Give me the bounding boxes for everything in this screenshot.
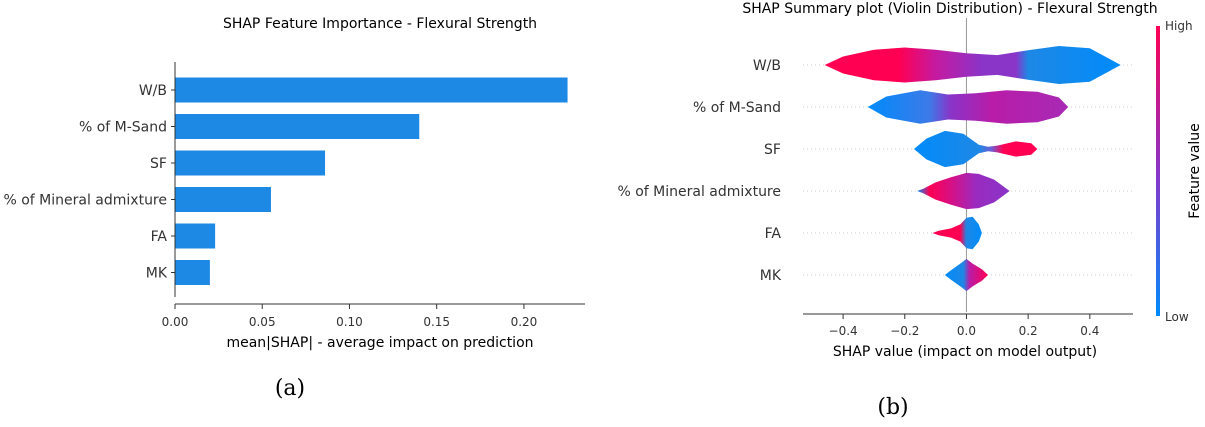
bar-1 (175, 114, 420, 139)
colorbar-label: Feature value (1187, 123, 1203, 219)
bar-4 (175, 223, 216, 249)
y-tick-label-3: % of Mineral admixture (3, 193, 167, 209)
violin-y-label-5: MK (760, 268, 782, 284)
violin-4 (932, 216, 982, 250)
x-tick-label-2: 0.10 (336, 315, 363, 329)
y-tick-label-2: SF (150, 156, 167, 172)
bar-5 (175, 260, 210, 285)
violin-y-label-3: % of Mineral admixture (617, 184, 781, 200)
bar-3 (175, 187, 271, 212)
b-x-tick-label-2: 0.0 (957, 324, 976, 338)
violin-y-label-2: SF (764, 142, 781, 158)
colorbar (1156, 26, 1160, 316)
b-x-tick-label-1: −0.2 (890, 324, 919, 338)
y-tick-label-1: % of M-Sand (79, 120, 167, 136)
b-x-tick-label-3: 0.2 (1019, 324, 1038, 338)
bar-0 (175, 77, 568, 103)
x-tick-label-3: 0.15 (423, 315, 450, 329)
y-tick-label-5: MK (146, 266, 168, 282)
x-tick-label-1: 0.05 (249, 315, 276, 329)
x-tick-label-4: 0.20 (511, 315, 538, 329)
b-x-tick-label-0: −0.4 (829, 324, 858, 338)
chart-b-x-label: SHAP value (impact on model output) (833, 344, 1097, 360)
chart-a-x-label: mean|SHAP| - average impact on predictio… (226, 335, 533, 351)
chart-a-title: SHAP Feature Importance - Flexural Stren… (223, 16, 537, 32)
violin-summary-chart: SHAP Summary plot (Violin Distribution) … (617, 1, 1203, 420)
violin-y-label-0: W/B (753, 58, 781, 74)
violin-1 (867, 90, 1069, 124)
y-tick-label-4: FA (151, 229, 168, 245)
b-x-tick-label-4: 0.4 (1080, 324, 1099, 338)
violin-y-label-4: FA (765, 226, 782, 242)
violin-y-label-1: % of M-Sand (693, 100, 781, 116)
violin-5 (944, 258, 988, 292)
colorbar-low-label: Low (1165, 310, 1189, 324)
caption-b: (b) (877, 395, 908, 420)
caption-a: (a) (275, 376, 305, 401)
y-tick-label-0: W/B (139, 83, 167, 99)
violin-3 (917, 172, 1010, 210)
x-tick-label-0: 0.00 (162, 315, 189, 329)
chart-b-title: SHAP Summary plot (Violin Distribution) … (742, 1, 1157, 17)
importance-bar-chart: SHAP Feature Importance - Flexural Stren… (3, 16, 585, 401)
colorbar-high-label: High (1165, 19, 1193, 33)
bar-2 (175, 150, 326, 176)
violin-0 (824, 46, 1121, 84)
violin-2 (914, 130, 1038, 168)
